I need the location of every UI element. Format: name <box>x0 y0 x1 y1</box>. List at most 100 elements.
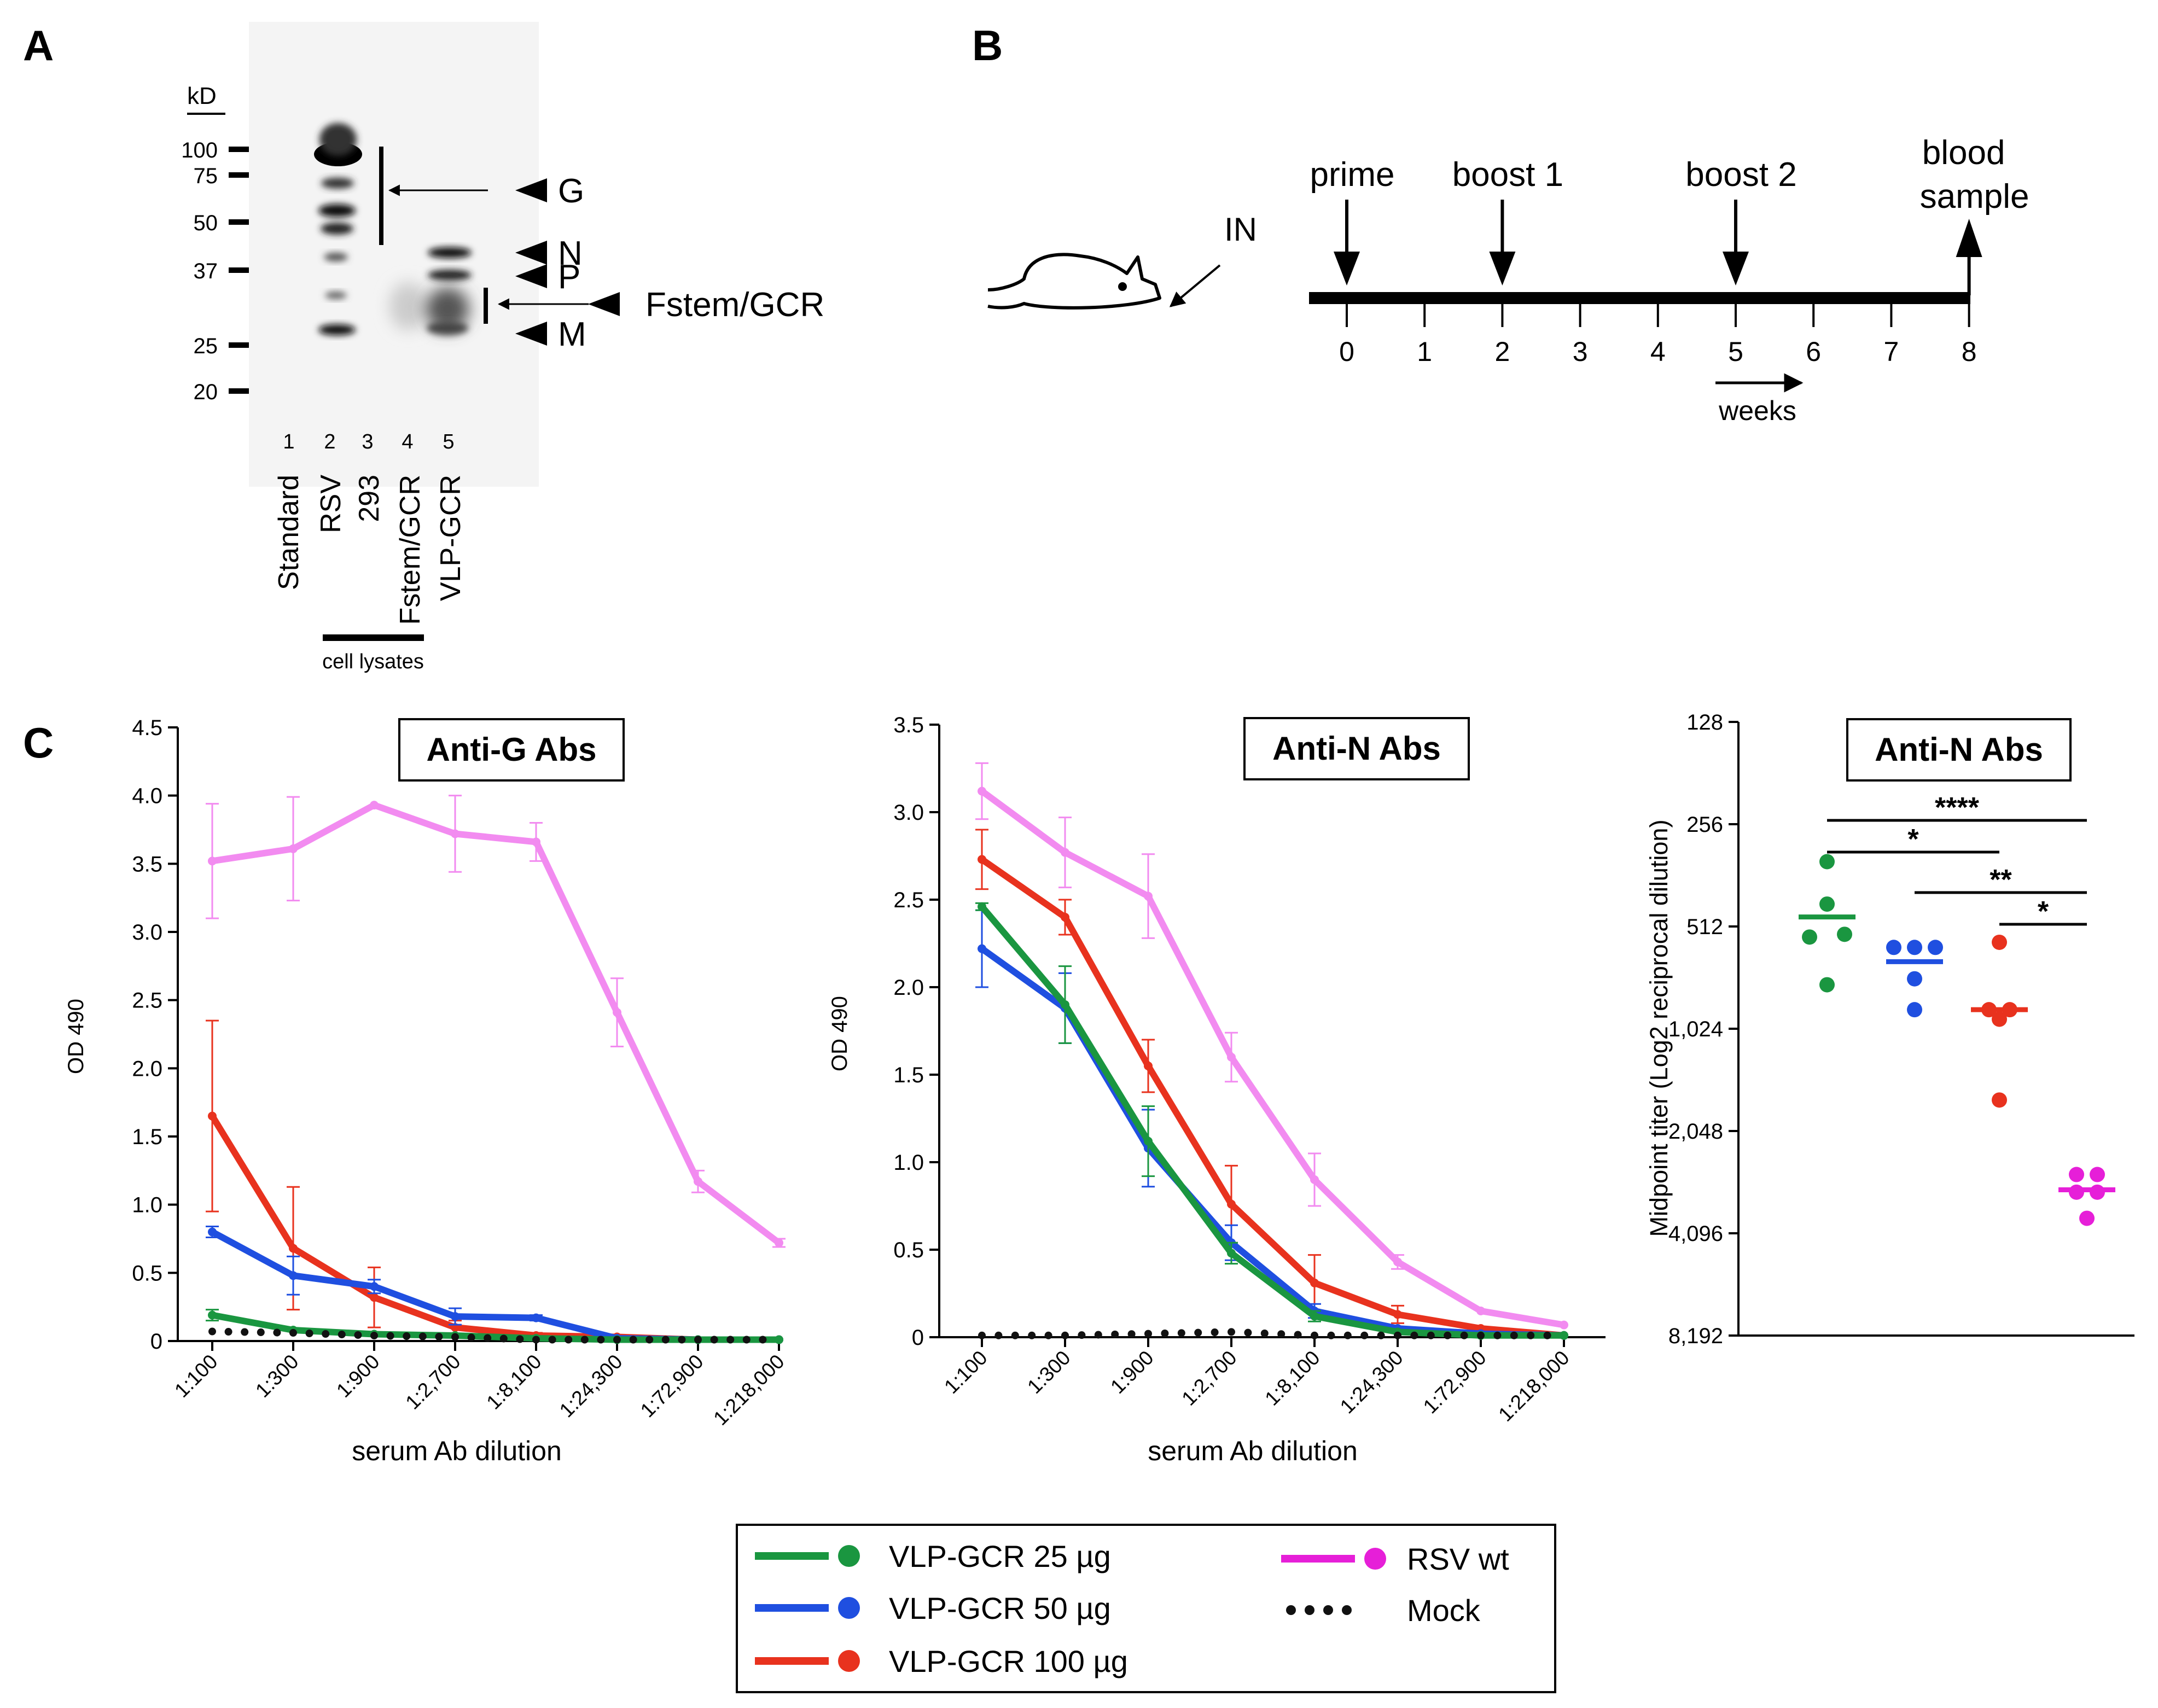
band-rsv-65 <box>321 178 354 189</box>
titer-point-vlp-gcr-100-g <box>1992 1011 2007 1027</box>
data-point-vlp-gcr-100-g <box>208 1111 217 1121</box>
x-tick-label: 1:218,000 <box>1494 1346 1573 1426</box>
data-point-vlp-gcr-100-g <box>1310 1278 1319 1287</box>
mock-dot <box>241 1328 249 1336</box>
lane-numbers: 1 2 3 4 5 <box>283 430 454 453</box>
mock-dot <box>548 1336 556 1344</box>
mock-dot <box>1044 1331 1052 1339</box>
mock-dot <box>1094 1331 1102 1339</box>
mock-dot <box>289 1329 297 1337</box>
band-label: Fstem/GCR <box>645 286 824 324</box>
y-tick-label: 2.0 <box>132 1057 162 1081</box>
lane-name: VLP-GCR <box>435 475 467 601</box>
mock-dot <box>1294 1331 1302 1339</box>
y-axis-label: Midpoint titer (Log2 reciprocal dilution… <box>1645 820 1673 1237</box>
band-rsv-55 <box>318 204 356 217</box>
data-point-vlp-gcr-100-g <box>1144 1062 1153 1070</box>
lane-number: 1 <box>283 430 294 453</box>
mock-dot <box>1111 1330 1119 1338</box>
legend: VLP-GCR 25 µg VLP-GCR 50 µg VLP-GCR 100 µg… <box>755 1539 1509 1678</box>
mock-dot <box>305 1330 313 1338</box>
y-tick-label: 1,024 <box>1668 1017 1723 1041</box>
legend-label: VLP-GCR 100 µg <box>889 1644 1128 1678</box>
x-tick-label: 1:2,700 <box>401 1350 464 1414</box>
mock-dot <box>1460 1331 1468 1339</box>
mock-dot <box>1377 1331 1385 1339</box>
western-blot <box>249 22 539 487</box>
y-axis-label: OD 490 <box>828 996 852 1071</box>
lane-number: 4 <box>402 430 413 453</box>
y-tick-label: 512 <box>1686 915 1723 939</box>
data-point-rsv-wt <box>775 1238 783 1248</box>
x-tick-label: 1:300 <box>251 1350 303 1402</box>
mock-dot <box>499 1334 508 1343</box>
mock-dot <box>726 1336 735 1344</box>
mock-dot <box>613 1336 621 1344</box>
data-point-vlp-gcr-100-g <box>978 855 986 864</box>
y-tick-label: 3.5 <box>893 713 924 737</box>
mock-dot <box>1410 1331 1418 1339</box>
y-tick-label: 2.5 <box>132 989 162 1013</box>
band-fstem-diffuse <box>389 282 427 330</box>
blot-background <box>249 22 539 487</box>
band-pointer-triangle <box>515 241 547 265</box>
band-rsv-40 <box>324 253 348 261</box>
mock-dot <box>742 1336 751 1344</box>
mock-dot <box>1161 1329 1169 1337</box>
mock-dot <box>1427 1331 1435 1339</box>
mouse-icon <box>987 253 1161 310</box>
cell-lysates-label: cell lysates <box>322 650 424 673</box>
band-label: P <box>558 258 580 296</box>
data-point-vlp-gcr-50-g <box>289 1271 298 1280</box>
titer-point-vlp-gcr-25-g <box>1819 854 1835 870</box>
band-vlp-gcr <box>426 287 469 331</box>
mock-dot <box>1228 1328 1235 1336</box>
x-tick-label: 1:2,700 <box>1177 1346 1241 1410</box>
y-axis-label: OD 490 <box>64 999 88 1074</box>
week-label: 4 <box>1650 336 1666 367</box>
y-tick-label: 0 <box>150 1330 162 1354</box>
band-label: N <box>558 235 583 272</box>
mock-dot <box>1177 1329 1185 1337</box>
y-tick-label: 3.0 <box>132 920 162 945</box>
band-vlp-p <box>428 270 472 281</box>
mock-dot <box>1078 1331 1086 1339</box>
mock-dot <box>257 1328 265 1337</box>
mock-dot <box>1194 1328 1202 1337</box>
chart-title: Anti-G Abs <box>426 731 596 768</box>
dose-arrow-head <box>1723 252 1749 285</box>
mock-dot <box>1277 1330 1286 1338</box>
data-point-vlp-gcr-25-g <box>978 902 986 911</box>
titer-point-vlp-gcr-50-g <box>1907 940 1922 955</box>
band-rsv-47 <box>321 223 353 235</box>
data-point-vlp-gcr-25-g <box>208 1310 217 1320</box>
legend-label: RSV wt <box>1407 1542 1509 1576</box>
band-vlp-m <box>427 322 468 335</box>
data-point-rsv-wt <box>1393 1257 1402 1267</box>
titer-point-vlp-gcr-50-g <box>1907 1002 1922 1018</box>
chart-title-box <box>398 718 625 782</box>
y-tick-label: 0.5 <box>893 1238 924 1262</box>
mock-dot <box>273 1328 281 1337</box>
series-line-vlp-gcr-100-g <box>209 1114 779 1343</box>
panel-label-b: B <box>972 21 1003 69</box>
y-tick-label: 1.0 <box>132 1193 162 1217</box>
mock-dot <box>1244 1328 1252 1337</box>
titer-point-rsv-wt <box>2079 1210 2095 1226</box>
data-point-vlp-gcr-50-g <box>208 1227 217 1237</box>
mock-dot <box>451 1333 459 1341</box>
legend-swatch-marker <box>838 1545 860 1567</box>
mock-dot <box>1360 1331 1369 1339</box>
week-label: 5 <box>1728 336 1743 367</box>
band-pointer-triangle <box>515 322 547 346</box>
data-point-rsv-wt <box>289 844 298 853</box>
y-tick-label: 3.0 <box>893 801 924 825</box>
marker-label: 50 <box>194 211 218 235</box>
mock-dot <box>759 1336 767 1344</box>
route-label: IN <box>1224 211 1257 248</box>
y-tick-label: 128 <box>1686 710 1723 735</box>
y-tick-label: 4.5 <box>132 716 162 740</box>
marker-label: 100 <box>181 138 218 162</box>
mock-dot <box>386 1332 394 1340</box>
